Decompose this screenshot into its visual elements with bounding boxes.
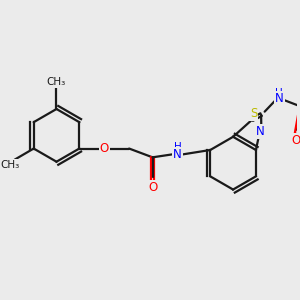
Text: S: S	[250, 106, 257, 120]
Text: N: N	[255, 125, 264, 138]
Text: O: O	[148, 181, 157, 194]
Text: CH₃: CH₃	[47, 77, 66, 87]
Text: N: N	[275, 92, 284, 105]
Text: N: N	[173, 148, 182, 161]
Text: H: H	[174, 142, 181, 152]
Text: CH₃: CH₃	[1, 160, 20, 170]
Text: O: O	[291, 134, 300, 147]
Text: O: O	[100, 142, 109, 155]
Text: H: H	[275, 88, 283, 98]
